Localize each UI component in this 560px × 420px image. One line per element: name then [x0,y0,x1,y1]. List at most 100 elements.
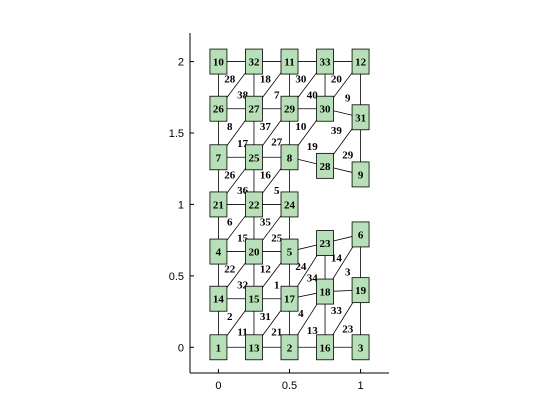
node-box [280,95,299,122]
node-label: 18 [320,287,332,299]
node-box [209,191,228,218]
node-29: 29 [280,95,299,122]
edge-label: 32 [237,279,249,291]
edge-label: 37 [260,121,272,133]
node-box [280,334,299,361]
node-27: 27 [245,95,263,122]
node-label: 25 [248,152,260,164]
node-23: 23 [316,230,334,256]
edge-label: 14 [331,252,343,264]
node-box [209,48,228,75]
node-label: 8 [287,152,293,164]
edge-label: 24 [295,261,307,273]
edge-label: 6 [227,217,233,229]
edge-label: 31 [260,311,271,323]
node-box [209,144,228,171]
edge-label: 5 [274,185,280,197]
node-box [316,48,334,75]
node-11: 11 [280,48,299,75]
edge-label: 40 [307,89,319,101]
node-label: 28 [320,161,332,173]
node-box [209,238,228,265]
node-label: 21 [213,199,224,211]
edge-label: 11 [237,327,247,339]
node-9: 9 [351,161,370,188]
y-tick-label: 1.5 [169,128,184,140]
node-label: 30 [320,104,332,116]
node-label: 4 [216,247,222,259]
edge-label: 9 [345,92,351,104]
node-box [209,334,228,361]
node-box [245,285,263,312]
node-label: 27 [248,104,260,116]
node-15: 15 [245,285,263,312]
node-label: 11 [284,57,294,69]
node-label: 6 [358,229,364,241]
edge-label: 30 [295,74,307,86]
node-label: 29 [284,104,296,116]
node-7: 7 [209,144,228,171]
edge-label: 21 [271,327,282,339]
node-box [280,238,299,265]
edge-label: 22 [224,264,236,276]
edge-label: 17 [237,138,249,150]
node-label: 10 [213,57,225,69]
node-label: 7 [216,152,222,164]
y-tick-label: 2 [178,57,184,69]
y-tick-label: 1 [178,199,184,211]
node-4: 4 [209,238,228,265]
node-label: 13 [248,342,260,354]
node-box [351,104,370,131]
node-box [245,144,263,171]
node-box [245,95,263,122]
node-label: 22 [248,199,260,211]
node-label: 9 [358,169,364,181]
node-box [351,221,370,248]
edge-label: 13 [307,325,319,337]
node-3: 3 [351,334,370,361]
node-box [209,95,228,122]
node-label: 31 [355,112,366,124]
edge-label: 4 [298,308,304,320]
edge-label: 12 [260,264,272,276]
node-box [351,161,370,188]
edge-label: 26 [224,169,236,181]
node-label: 3 [358,342,364,354]
node-box [280,48,299,75]
y-tick-label: 0.5 [169,271,184,283]
node-10: 10 [209,48,228,75]
edge-label: 10 [295,121,307,133]
node-14: 14 [209,285,228,312]
node-box [316,230,334,256]
node-32: 32 [245,48,263,75]
node-label: 20 [248,247,260,259]
edge-label: 23 [342,324,354,336]
node-label: 5 [287,247,293,259]
node-box [280,144,299,171]
edge-label: 20 [331,74,343,86]
node-box [316,95,334,122]
x-tick-label: 1 [358,380,364,392]
node-label: 23 [320,238,332,250]
node-label: 1 [216,342,222,354]
edge-label: 36 [237,185,249,197]
node-33: 33 [316,48,334,75]
node-12: 12 [351,48,370,75]
node-label: 33 [320,57,332,69]
node-box [280,191,299,218]
edge-label: 39 [331,125,343,137]
node-13: 13 [245,334,263,361]
node-label: 24 [284,199,296,211]
edge-label: 3 [345,267,351,279]
edge-label: 8 [227,121,233,133]
node-8: 8 [280,144,299,171]
edge-label: 34 [307,272,319,284]
node-label: 16 [320,342,332,354]
edge-label: 16 [260,169,272,181]
node-5: 5 [280,238,299,265]
node-label: 26 [213,104,225,116]
node-label: 14 [213,294,225,306]
node-22: 22 [245,191,263,218]
